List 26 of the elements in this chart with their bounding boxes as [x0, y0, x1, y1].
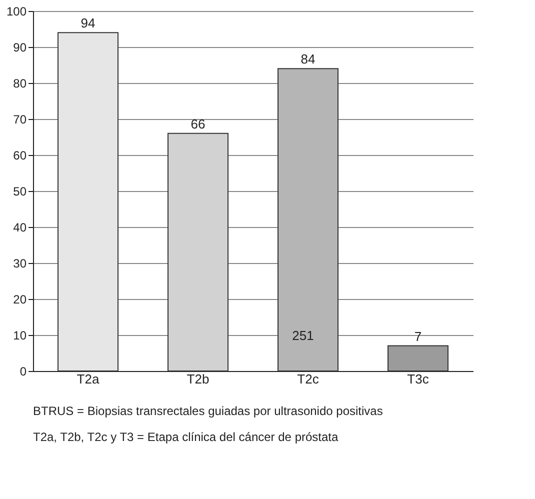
bar [58, 32, 118, 372]
data-label: 94 [80, 16, 96, 31]
y-tick-label: 80 [13, 76, 27, 90]
annotation: 251 [292, 328, 314, 343]
x-tick-label: T3c [407, 372, 430, 386]
y-tick-label: 100 [6, 4, 27, 18]
text: T2a, T2b, T2c y T3 = Etapa clínica del cáncer de próstata [33, 430, 338, 444]
y-tick-label: 0 [20, 364, 27, 378]
y-tick-label: 40 [13, 220, 27, 234]
y-tick-label: 70 [13, 112, 27, 126]
data-label: 84 [300, 52, 316, 67]
data-label: 66 [190, 116, 206, 132]
y-tick-label: 50 [13, 184, 27, 198]
y-tick-label: 30 [13, 256, 27, 270]
text: BTRUS = Biopsias transrectales guiadas por ultrasonido positivas [33, 404, 383, 418]
bar [278, 68, 338, 372]
bar [168, 132, 228, 372]
x-tick-label: T2b [186, 372, 210, 386]
y-tick-label: 20 [13, 292, 27, 306]
y-tick-label: 90 [13, 40, 27, 54]
x-tick-label: T2c [297, 372, 320, 386]
x-tick-label: T2a [76, 372, 100, 386]
y-tick-label: 60 [13, 148, 27, 162]
bar [388, 345, 448, 372]
y-tick-label: 10 [13, 328, 27, 342]
data-label: 7 [414, 328, 422, 344]
